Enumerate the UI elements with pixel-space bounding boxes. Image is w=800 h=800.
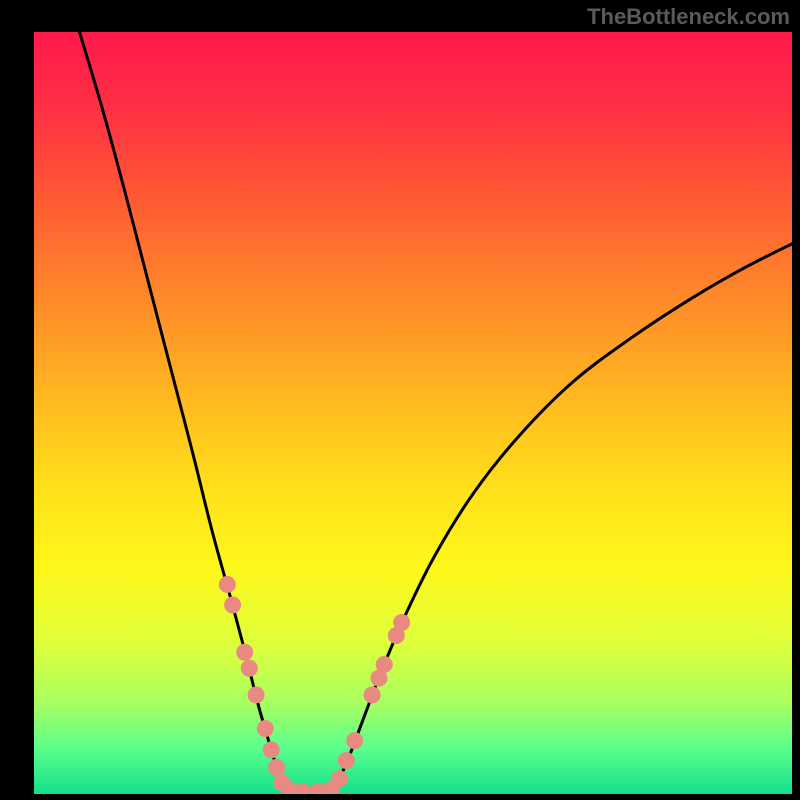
curve-layer: [34, 32, 792, 794]
data-point-dot: [364, 686, 381, 703]
curve-right-branch: [333, 244, 792, 788]
data-point-dot: [236, 644, 253, 661]
curve-left-branch: [79, 32, 286, 788]
data-point-dot: [241, 660, 258, 677]
data-point-dot: [268, 759, 285, 776]
data-point-dot: [248, 686, 265, 703]
data-point-dot: [257, 720, 274, 737]
data-point-dot: [263, 741, 280, 758]
data-point-dot: [338, 752, 355, 769]
data-point-dot: [346, 732, 363, 749]
chart-container: TheBottleneck.com: [0, 0, 800, 800]
data-point-dot: [376, 656, 393, 673]
data-point-dot: [295, 783, 312, 794]
plot-area: [34, 32, 792, 794]
watermark-text: TheBottleneck.com: [587, 4, 790, 30]
data-point-dot: [331, 770, 348, 787]
data-point-dot: [224, 597, 241, 614]
data-point-dot: [219, 576, 236, 593]
data-point-dot: [393, 614, 410, 631]
